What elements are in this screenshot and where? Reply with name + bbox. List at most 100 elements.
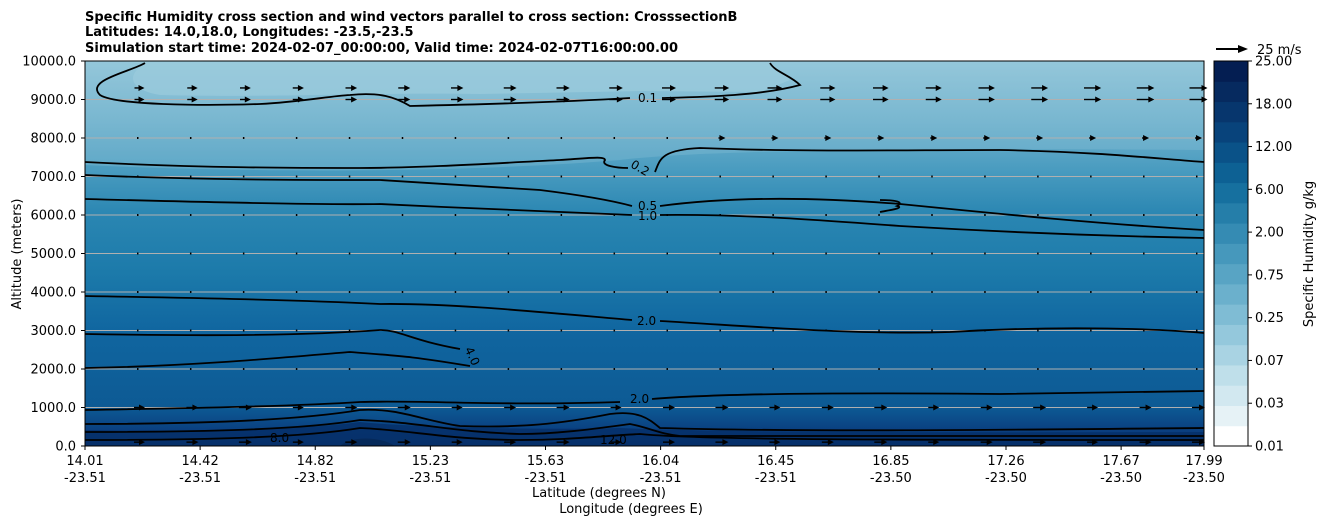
contour-label-12.0: 12.0 [600, 433, 627, 447]
wind-vector [984, 291, 986, 293]
wind-vector-head [1042, 84, 1049, 91]
x-axis: 14.01 -23.51 14.42 -23.51 14.82 -23.51 15.23 -2… [64, 446, 1225, 486]
colorbar-segment [1214, 223, 1248, 244]
y-tick-label: 7000.0 [31, 170, 77, 185]
wind-vector [666, 137, 668, 139]
colorbar-segment [1214, 304, 1248, 325]
y-tick-label: 6000.0 [31, 209, 77, 224]
wind-vector [825, 368, 827, 370]
x-tick-lon: -23.50 [985, 471, 1027, 486]
wind-vector [666, 175, 668, 178]
x-tick-lon: -23.51 [179, 471, 221, 486]
wind-vector [137, 137, 139, 139]
wind-vector-head [933, 404, 940, 411]
wind-vector-head [563, 439, 570, 446]
wind-vector-head [931, 135, 938, 141]
wind-vector [137, 214, 139, 216]
wind-vector [401, 175, 404, 178]
wind-vector [613, 329, 616, 332]
contour-label-2.0-upper: 2.0 [637, 314, 656, 328]
wind-vector [242, 368, 245, 370]
wind-vectors [134, 84, 1208, 446]
wind-vector-head [935, 96, 942, 103]
wind-vector-head [245, 439, 252, 446]
wind-vector [454, 137, 457, 139]
wind-vector [719, 368, 721, 370]
wind-vector [1196, 368, 1198, 370]
colorbar-segment [1214, 243, 1248, 265]
x-tick-lat: 15.23 [412, 454, 449, 469]
wind-vector [242, 137, 245, 139]
contour-2.0-upper [84, 295, 1205, 334]
contour-4.0 [84, 329, 471, 369]
colorbar-segment [1214, 324, 1248, 346]
wind-key-arrowhead [1238, 45, 1248, 53]
wind-vector-head [882, 84, 889, 91]
chart-title-line-1: Specific Humidity cross section and wind… [85, 10, 737, 25]
wind-vector [719, 214, 721, 216]
wind-vector [242, 214, 245, 216]
wind-vector-head [351, 84, 358, 91]
wind-vector [931, 368, 933, 370]
wind-vector-head [1199, 439, 1205, 446]
contour-label-0.1: 0.1 [638, 91, 657, 105]
x-tick-lon: -23.51 [409, 471, 451, 486]
wind-vector-head [1095, 96, 1102, 103]
wind-vector [560, 252, 563, 255]
colorbar-tick-label: 0.01 [1255, 440, 1284, 455]
wind-vector [719, 291, 721, 293]
wind-vector [931, 252, 933, 255]
colorbar-segment [1214, 101, 1248, 123]
contour-surface-2 [84, 419, 1204, 437]
wind-vector-head [138, 96, 145, 103]
y-tick-label: 3000.0 [31, 324, 77, 339]
wind-vector-head [776, 84, 783, 91]
wind-vector [401, 214, 404, 216]
wind-vector-head [191, 96, 198, 103]
x-tick-lon: -23.51 [640, 471, 682, 486]
wind-vector [348, 291, 351, 293]
wind-vector [1037, 175, 1039, 178]
wind-vector [825, 214, 827, 216]
x-tick-lat: 15.63 [527, 454, 564, 469]
wind-vector [984, 175, 986, 178]
wind-vector [189, 214, 192, 216]
wind-vector [1143, 329, 1145, 332]
wind-vector-head [719, 135, 726, 141]
wind-vector-head [827, 439, 834, 446]
wind-vector-head [563, 84, 570, 91]
wind-vector [1143, 214, 1145, 216]
wind-vector [878, 368, 880, 370]
wind-vector [1143, 291, 1145, 293]
wind-vector [613, 175, 616, 178]
wind-vector [984, 214, 986, 216]
colorbar-frame [1213, 60, 1249, 447]
y-tick-label: 9000.0 [31, 93, 77, 108]
wind-vector [295, 214, 298, 216]
x-tick-lon: -23.51 [64, 471, 106, 486]
wind-vector [454, 175, 457, 178]
wind-vector [931, 329, 933, 332]
y-tick-label: 8000.0 [31, 132, 77, 147]
wind-vector-head [351, 96, 358, 103]
wind-vector [507, 252, 510, 255]
wind-vector [560, 137, 563, 139]
wind-vector [931, 291, 933, 293]
contour-0.5 [84, 174, 1205, 231]
wind-vector-head [297, 439, 304, 446]
wind-vector-head [670, 96, 676, 103]
wind-vector [348, 252, 351, 255]
wind-vector [931, 214, 933, 216]
wind-vector-head [297, 404, 304, 411]
x-tick-lat: 16.04 [642, 454, 679, 469]
wind-vector [1090, 252, 1092, 255]
wind-vector-head [615, 404, 622, 411]
contour-lines [84, 62, 1205, 441]
plot-area: 0.1 0.2 0.5 1.0 2.0 4.0 2.0 8.0 12.0 [84, 60, 1208, 447]
wind-vector-head [670, 84, 676, 91]
y-tick-label: 10000.0 [22, 55, 76, 70]
wind-vector [1143, 368, 1145, 370]
colorbar-segment [1214, 364, 1248, 386]
wind-vector [242, 291, 245, 293]
colorbar-tick-label: 18.00 [1255, 97, 1292, 112]
